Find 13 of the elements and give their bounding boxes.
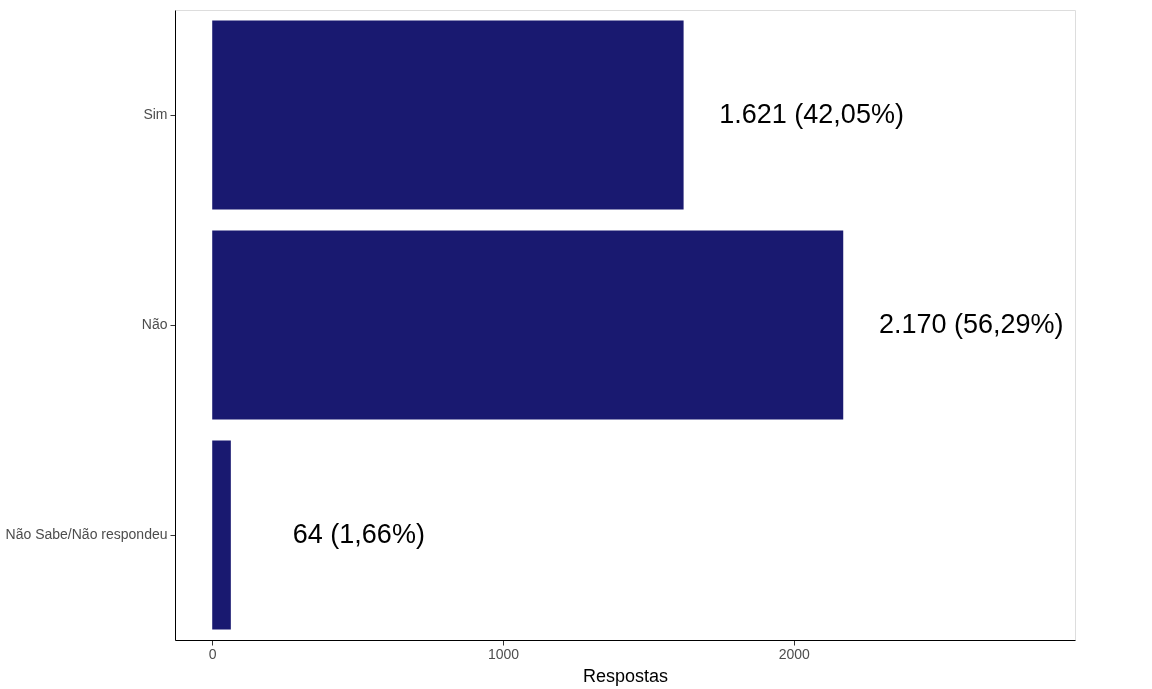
bar	[212, 230, 844, 420]
y-tick-label: Sim	[143, 106, 168, 122]
bar	[212, 440, 231, 630]
x-tick-label: 2000	[778, 645, 811, 662]
x-tick-label: 1000	[487, 645, 520, 662]
y-tick-label: Não	[141, 316, 168, 332]
y-tick-label: Não Sabe/Não respondeu	[5, 526, 168, 542]
bar	[212, 20, 684, 210]
data-label: 2.170 (56,29%)	[878, 309, 1064, 339]
data-label: 1.621 (42,05%)	[719, 99, 904, 129]
x-tick-label: 0	[208, 645, 217, 662]
data-label: 64 (1,66%)	[292, 519, 425, 549]
x-axis-title: Respostas	[582, 665, 669, 686]
